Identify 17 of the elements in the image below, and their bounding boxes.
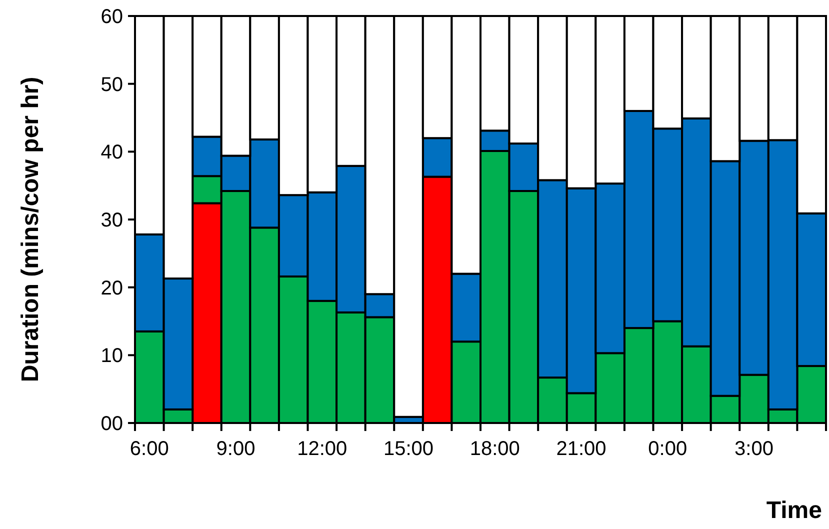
x-tick-label: 9:00	[216, 438, 256, 460]
x-tick-label: 15:00	[383, 438, 434, 460]
x-axis-title: Time	[766, 497, 822, 524]
y-tick-label: 60	[100, 6, 123, 28]
x-tick-label: 0:00	[648, 438, 688, 460]
x-tick-label: 18:00	[470, 438, 520, 460]
y-tick-label: 50	[100, 74, 123, 96]
y-axis-title: Duration (mins/cow per hr)	[17, 76, 44, 382]
x-tick-label: 12:00	[297, 438, 348, 460]
x-tick-label: 6:00	[130, 438, 169, 460]
x-tick-label: 21:00	[556, 438, 606, 460]
y-tick-label: 10	[100, 345, 123, 368]
y-tick-label: 40	[100, 142, 123, 164]
y-tick-label: 20	[100, 277, 123, 300]
y-tick-label: 30	[100, 210, 123, 232]
y-tick-label: 00	[100, 413, 123, 435]
x-tick-label: 3:00	[734, 438, 774, 460]
